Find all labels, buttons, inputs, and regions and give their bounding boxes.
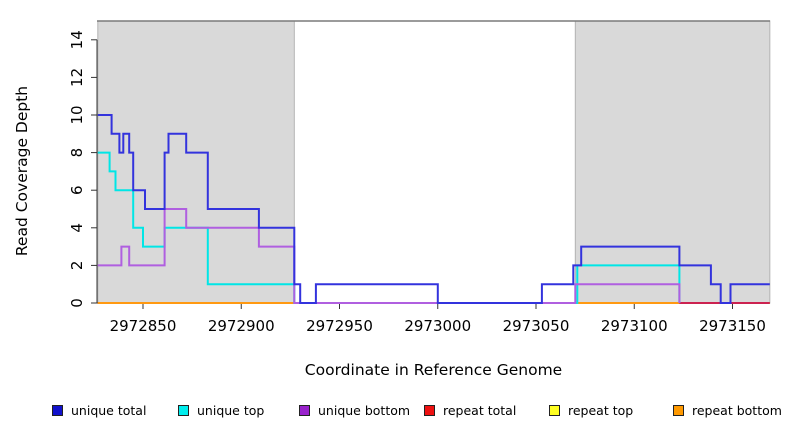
y-tick-label: 4 bbox=[68, 223, 86, 233]
unique-bottom-swatch-icon bbox=[299, 404, 310, 416]
legend-label: unique bottom bbox=[318, 402, 411, 418]
x-tick-label: 2972950 bbox=[306, 317, 373, 335]
legend: unique total unique top unique bottom re… bbox=[0, 401, 792, 421]
legend-label: repeat top bbox=[568, 402, 634, 418]
x-tick-label: 2973050 bbox=[503, 317, 570, 335]
x-tick-label: 2973100 bbox=[601, 317, 668, 335]
legend-item-repeat-top: repeat top bbox=[549, 401, 633, 419]
x-tick-label: 2972850 bbox=[110, 317, 177, 335]
legend-item-unique-bottom: unique bottom bbox=[299, 401, 410, 419]
y-tick-label: 12 bbox=[68, 68, 86, 87]
series-unique-total-line bbox=[97, 114, 770, 304]
repeat-bottom-swatch-icon bbox=[673, 404, 684, 416]
series-unique-bottom-line bbox=[97, 208, 681, 304]
legend-item-unique-top: unique top bbox=[178, 401, 264, 419]
y-tick-label: 0 bbox=[68, 298, 86, 308]
repeat-top-swatch-icon bbox=[549, 404, 560, 416]
x-axis-title: Coordinate in Reference Genome bbox=[305, 361, 562, 379]
unique-top-swatch-icon bbox=[178, 404, 189, 416]
legend-label: unique total bbox=[71, 402, 147, 418]
repeat-region-1 bbox=[574, 20, 771, 304]
y-tick-label: 2 bbox=[68, 261, 86, 271]
x-tick-label: 2973000 bbox=[404, 317, 471, 335]
x-tick-label: 2973150 bbox=[699, 317, 766, 335]
legend-item-repeat-bottom: repeat bottom bbox=[673, 401, 782, 419]
legend-item-unique-total: unique total bbox=[52, 401, 146, 419]
legend-label: repeat bottom bbox=[692, 402, 782, 418]
repeat-region-0 bbox=[97, 20, 295, 304]
legend-item-repeat-total: repeat total bbox=[424, 401, 516, 419]
unique-total-swatch-icon bbox=[52, 404, 63, 416]
y-axis-title: Read Coverage Depth bbox=[13, 86, 31, 256]
y-tick-label: 10 bbox=[68, 105, 86, 124]
y-tick-label: 6 bbox=[68, 185, 86, 195]
legend-label: repeat total bbox=[443, 402, 517, 418]
y-tick-label: 14 bbox=[68, 30, 86, 49]
legend-label: unique top bbox=[197, 402, 265, 418]
x-tick-label: 2972900 bbox=[208, 317, 275, 335]
y-tick-label: 8 bbox=[68, 148, 86, 158]
repeat-total-swatch-icon bbox=[424, 404, 435, 416]
